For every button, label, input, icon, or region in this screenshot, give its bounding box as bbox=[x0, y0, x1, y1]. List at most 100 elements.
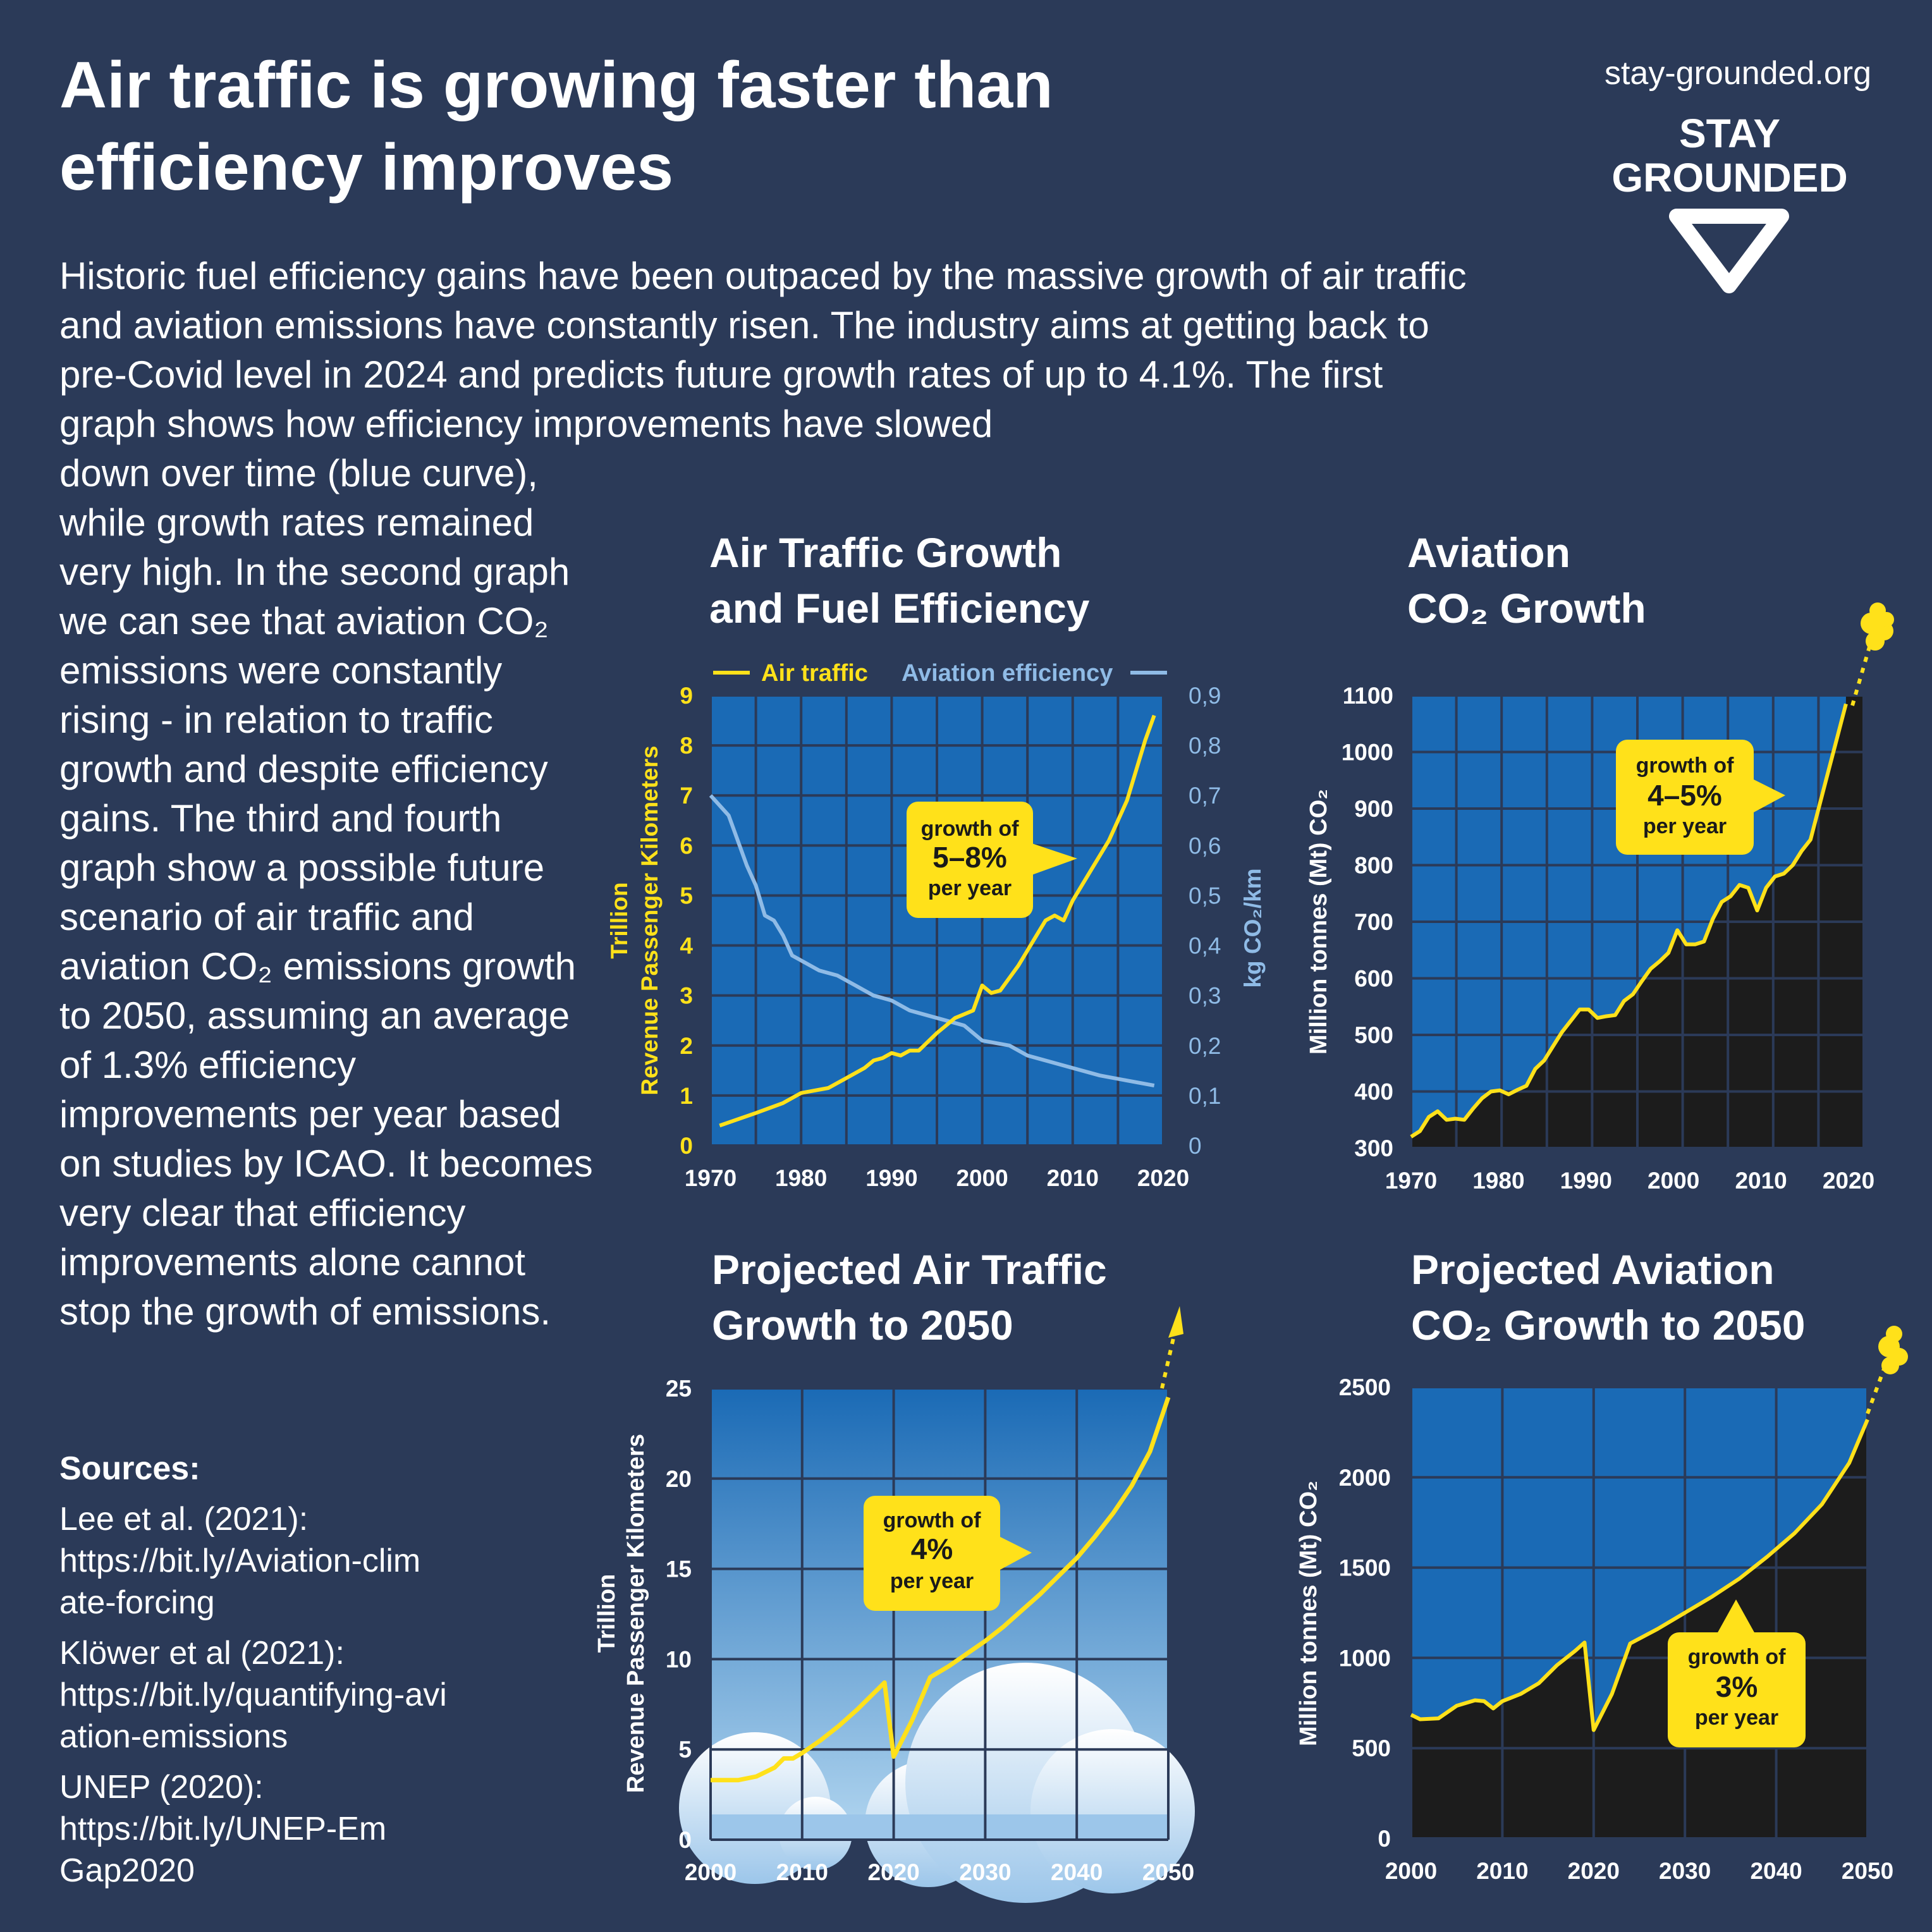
bubble-box bbox=[1616, 740, 1754, 855]
chart1-x-tick-label: 2020 bbox=[1137, 1165, 1189, 1191]
logo: STAY GROUNDED bbox=[1591, 111, 1869, 200]
chart3-clouds bbox=[679, 1663, 1195, 1903]
bubble-text-bottom: per year bbox=[1643, 814, 1727, 838]
chart2-y-tick-label: 600 bbox=[1354, 966, 1393, 992]
bubble-text-big: 3% bbox=[1716, 1670, 1758, 1703]
chart3-x-tick-label: 2030 bbox=[959, 1859, 1011, 1885]
chart1-title-line1: Air Traffic Growth bbox=[709, 529, 1062, 576]
chart1-right-y-tick-label: 0,5 bbox=[1189, 883, 1221, 908]
chart4-y-ticks: 0 500 1000 1500 2000 2500 bbox=[1339, 1374, 1391, 1852]
chart4-y-tick-label: 1500 bbox=[1339, 1555, 1391, 1581]
chart2-x-tick-label: 2010 bbox=[1735, 1168, 1787, 1194]
chart4-growth-bubble: growth of 3% per year bbox=[1668, 1599, 1806, 1747]
logo-arrow-icon bbox=[1669, 209, 1789, 293]
chart3-y-tick-label: 25 bbox=[666, 1376, 692, 1402]
chart2-y-tick-label: 700 bbox=[1354, 909, 1393, 935]
chart3-y-tick-label: 0 bbox=[678, 1827, 692, 1853]
chart4-y-tick-label: 1000 bbox=[1339, 1645, 1391, 1671]
bubble-text-big: 4–5% bbox=[1648, 779, 1722, 812]
chart2-y-tick-label: 1100 bbox=[1343, 683, 1393, 709]
chart2-smoke-icon bbox=[1850, 602, 1894, 706]
chart2-growth-bubble: growth of 4–5% per year bbox=[1616, 740, 1785, 855]
chart1-x-ticks: 1970 1980 1990 2000 2010 2020 bbox=[685, 1165, 1189, 1191]
source-item: UNEP (2020): https://bit.ly/UNEP-EmGap20… bbox=[59, 1766, 628, 1892]
source-link[interactable]: https://bit.ly/UNEP-EmGap2020 bbox=[59, 1811, 387, 1889]
chart3-y-ticks: 0 5 10 15 20 25 bbox=[666, 1376, 692, 1853]
chart4-y-tick-label: 500 bbox=[1352, 1735, 1391, 1761]
chart1-right-y-tick-label: 0,3 bbox=[1189, 983, 1221, 1009]
source-label: UNEP (2020): bbox=[59, 1769, 264, 1806]
sources-heading: Sources: bbox=[59, 1450, 200, 1487]
chart2-title-line1: Aviation bbox=[1407, 529, 1570, 576]
chart3-x-tick-label: 2010 bbox=[776, 1859, 828, 1885]
chart4-x-tick-label: 2010 bbox=[1476, 1858, 1528, 1884]
chart1-right-y-tick-label: 0,9 bbox=[1189, 683, 1221, 709]
chart2-y-tick-label: 800 bbox=[1354, 853, 1393, 879]
chart1-growth-bubble: growth of 5–8% per year bbox=[907, 802, 1077, 918]
bubble-pointer bbox=[1032, 843, 1077, 875]
chart4-x-tick-label: 2020 bbox=[1568, 1858, 1620, 1884]
chart1-x-tick-label: 1980 bbox=[775, 1165, 827, 1191]
site-url[interactable]: stay-grounded.org bbox=[1604, 55, 1871, 92]
chart3-title-line1: Projected Air Traffic bbox=[712, 1246, 1107, 1293]
chart1-left-y-tick-label: 5 bbox=[680, 883, 693, 908]
source-label: Lee et al. (2021): bbox=[59, 1501, 309, 1538]
bubble-text-bottom: per year bbox=[890, 1569, 974, 1593]
source-link[interactable]: https://bit.ly/Aviation-climate-forcing bbox=[59, 1543, 421, 1621]
chart4-ylabel: Million tonnes (Mt) CO₂ bbox=[1295, 1481, 1322, 1746]
chart3-growth-bubble: growth of 4% per year bbox=[864, 1496, 1032, 1611]
chart3-y-tick-label: 5 bbox=[678, 1737, 692, 1763]
chart3-title: Projected Air Traffic Growth to 2050 bbox=[712, 1242, 1107, 1353]
chart1-x-tick-label: 2010 bbox=[1047, 1165, 1099, 1191]
chart4-x-tick-label: 2050 bbox=[1842, 1858, 1893, 1884]
chart3-x-tick-label: 2020 bbox=[867, 1859, 919, 1885]
chart2-x-tick-label: 2000 bbox=[1648, 1168, 1699, 1194]
smoke-puff bbox=[1879, 612, 1894, 627]
chart2-y-tick-label: 900 bbox=[1354, 796, 1393, 822]
chart2-y-ticks: 300 400 500 600 700 800 900 1000 1100 bbox=[1342, 683, 1393, 1161]
chart4-x-ticks: 2000 2010 2020 2030 2040 2050 bbox=[1385, 1858, 1893, 1884]
chart1-left-y-tick-label: 2 bbox=[680, 1033, 693, 1059]
bubble-text-top: growth of bbox=[1688, 1645, 1787, 1669]
chart2-x-ticks: 1970 1980 1990 2000 2010 2020 bbox=[1385, 1168, 1874, 1194]
chart1-left-y-tick-label: 7 bbox=[680, 783, 693, 809]
cloud-shape bbox=[1030, 1729, 1195, 1893]
bubble-box bbox=[907, 802, 1033, 918]
bubble-text-top: growth of bbox=[921, 817, 1020, 841]
source-link[interactable]: https://bit.ly/quantifying-aviation-emis… bbox=[59, 1677, 447, 1755]
chart1-traffic-line bbox=[719, 714, 1156, 1128]
chart1-legend: Air traffic Aviation efficiency bbox=[713, 660, 1167, 687]
chart1-left-y-tick-label: 8 bbox=[680, 733, 693, 759]
arrow-trail bbox=[1160, 1332, 1177, 1389]
chart1-right-y-tick-label: 0,7 bbox=[1189, 783, 1221, 809]
chart3-traffic-line bbox=[711, 1397, 1171, 1783]
sources-block: Sources: Lee et al. (2021): https://bit.… bbox=[59, 1448, 628, 1892]
chart3-arrow-icon bbox=[1160, 1306, 1183, 1389]
bubble-text-big: 4% bbox=[911, 1532, 953, 1565]
chart4-grid bbox=[1410, 1386, 1869, 1840]
bubble-text-top: growth of bbox=[883, 1508, 982, 1532]
chart4-title-line1: Projected Aviation bbox=[1411, 1246, 1775, 1293]
bubble-text-bottom: per year bbox=[928, 876, 1012, 900]
chart3-x-tick-label: 2050 bbox=[1142, 1859, 1194, 1885]
chart1-x-tick-label: 1970 bbox=[685, 1165, 737, 1191]
smoke-trail bbox=[1866, 1364, 1887, 1415]
arrow-head bbox=[1168, 1306, 1183, 1338]
chart1-left-y-tick-label: 9 bbox=[680, 683, 693, 709]
chart3-x-tick-label: 2000 bbox=[685, 1859, 737, 1885]
chart3-y-tick-label: 10 bbox=[666, 1646, 692, 1672]
chart4-title: Projected Aviation CO₂ Growth to 2050 bbox=[1411, 1242, 1805, 1353]
chart1-left-y-tick-label: 3 bbox=[680, 983, 693, 1009]
chart2-x-tick-label: 2020 bbox=[1823, 1168, 1874, 1194]
cloud-base bbox=[711, 1814, 1168, 1840]
chart3-x-tick-label: 2040 bbox=[1051, 1859, 1103, 1885]
chart4-y-tick-label: 2000 bbox=[1339, 1465, 1391, 1491]
chart2-y-tick-label: 1000 bbox=[1342, 740, 1393, 766]
page-title: Air traffic is growing faster than effic… bbox=[59, 49, 1053, 204]
logo-line-grounded: GROUNDED bbox=[1611, 155, 1848, 200]
bubble-box bbox=[864, 1496, 1000, 1611]
chart2-x-tick-label: 1990 bbox=[1560, 1168, 1612, 1194]
chart2-y-tick-label: 300 bbox=[1354, 1135, 1393, 1161]
chart1-y-ticks-right: 0 0,1 0,2 0,3 0,4 0,5 0,6 0,7 0,8 0,9 bbox=[1189, 683, 1221, 1159]
